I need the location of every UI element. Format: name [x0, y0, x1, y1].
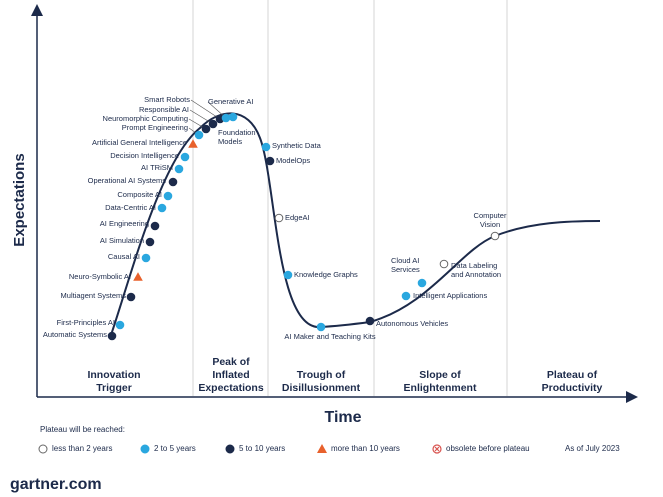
node-label: Synthetic Data [272, 141, 322, 150]
node-label: Knowledge Graphs [294, 270, 358, 279]
node-label: Multiagent Systems [61, 291, 127, 300]
marker [316, 322, 326, 332]
marker [274, 213, 284, 223]
node-label: AI Engineering [100, 219, 149, 228]
node-label: Prompt Engineering [122, 123, 188, 132]
marker [265, 156, 275, 166]
phase-label: Trigger [96, 382, 132, 394]
marker [365, 316, 375, 326]
node-label: Artificial General Intelligence [92, 138, 187, 147]
marker [434, 446, 440, 452]
phase-label: Enlightenment [404, 382, 477, 394]
node-label: ModelOps [276, 156, 310, 165]
marker [168, 177, 178, 187]
marker [490, 231, 500, 241]
node-label: Vision [480, 220, 500, 229]
marker [141, 253, 151, 263]
marker [221, 113, 231, 123]
node-label: Services [391, 265, 420, 274]
node-label: AI Maker and Teaching Kits [284, 332, 375, 341]
node-label: Decision Intelligence [110, 151, 179, 160]
leader-line [189, 109, 214, 125]
marker [126, 292, 136, 302]
node-label: Data-Centric AI [105, 203, 156, 212]
node-label: Neuromorphic Computing [103, 114, 188, 123]
marker [174, 164, 184, 174]
marker [401, 291, 411, 301]
phase-label: Trough of [297, 369, 346, 381]
marker [180, 152, 190, 162]
phase-label: Plateau of [547, 369, 598, 381]
marker [188, 139, 198, 148]
node-label: Causal AI [108, 252, 140, 261]
phase-label: Productivity [542, 382, 603, 394]
marker [417, 278, 427, 288]
node-label: AI Simulation [100, 236, 144, 245]
node-label: Smart Robots [144, 95, 190, 104]
marker [163, 191, 173, 201]
phase-label: Peak of [212, 356, 250, 368]
legend-label: more than 10 years [331, 444, 400, 453]
y-axis-label: Expectations [11, 153, 28, 246]
marker [228, 112, 238, 122]
footer: gartner.com [10, 476, 102, 493]
phase-dividers [192, 0, 508, 396]
legend-label: 5 to 10 years [239, 444, 285, 453]
node-label: Computer [474, 211, 507, 220]
marker [115, 320, 125, 330]
marker [439, 259, 449, 269]
node-label: Neuro-Symbolic AI [69, 272, 131, 281]
node-label: First-Principles AI [57, 318, 115, 327]
phase-label: Disillusionment [282, 382, 361, 394]
phase-label: Innovation [87, 369, 140, 381]
node-label: Data Labeling [451, 261, 497, 270]
marker [140, 444, 150, 454]
marker [208, 119, 218, 129]
node-label: and Annotation [451, 270, 501, 279]
marker [38, 444, 48, 454]
marker [225, 444, 235, 454]
node-label: Generative AI [208, 97, 253, 106]
node-label: Models [218, 137, 242, 146]
legend-label: obsolete before plateau [446, 444, 530, 453]
phase-label: Expectations [198, 382, 264, 394]
node-label: Responsible AI [139, 105, 189, 114]
legend-title: Plateau will be reached: [40, 425, 125, 434]
marker [157, 203, 167, 213]
marker [145, 237, 155, 247]
leader-line [190, 99, 221, 120]
x-axis-label: Time [324, 409, 361, 426]
phase-label: Slope of [419, 369, 461, 381]
node-label: Intelligent Applications [413, 291, 487, 300]
as-of: As of July 2023 [565, 444, 620, 453]
node-label: Autonomous Vehicles [376, 319, 448, 328]
marker [133, 272, 143, 281]
node-label: Cloud AI [391, 256, 419, 265]
marker [201, 124, 211, 134]
node-label: AI TRiSM [141, 163, 173, 172]
legend-label: 2 to 5 years [154, 444, 196, 453]
phase-label: Inflated [212, 369, 249, 381]
node-label: Automatic Systems [43, 330, 107, 339]
legend-label: less than 2 years [52, 444, 112, 453]
marker [317, 444, 327, 453]
marker [261, 142, 271, 152]
marker [194, 130, 204, 140]
node-label: EdgeAI [285, 213, 310, 222]
node-label: Foundation [218, 128, 256, 137]
hype-curve [109, 112, 601, 339]
node-label: Operational AI Systems [88, 176, 167, 185]
marker [283, 270, 293, 280]
node-label: Composite AI [117, 190, 162, 199]
marker [150, 221, 160, 231]
marker [107, 331, 117, 341]
